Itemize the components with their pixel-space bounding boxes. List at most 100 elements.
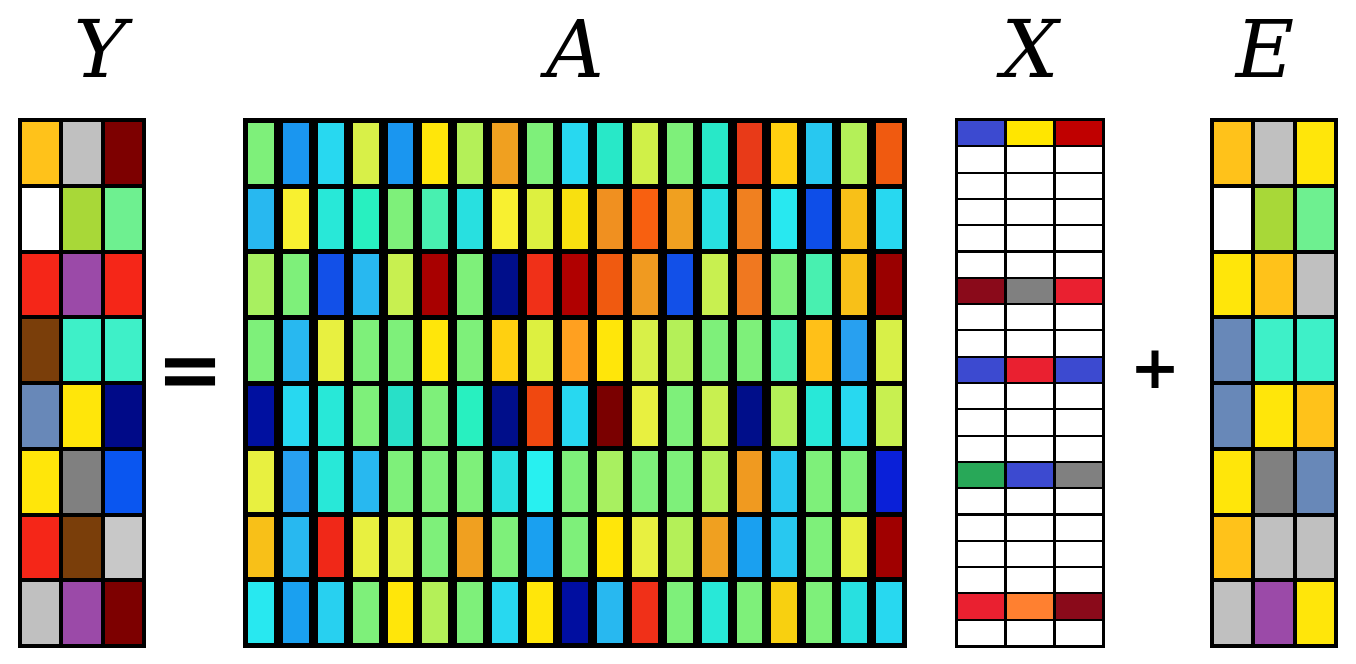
A-cell-r7-c5 — [387, 516, 414, 578]
Y-cell-r1-c2 — [63, 122, 101, 184]
A-cell-r2-c3 — [317, 188, 344, 250]
X-cell-r5-c1 — [958, 226, 1004, 251]
A-cell-r2-c17 — [806, 188, 833, 250]
A-cell-r2-c13 — [666, 188, 693, 250]
A-cell-r5-c5 — [387, 385, 414, 447]
A-cell-r4-c14 — [701, 319, 728, 381]
A-cell-r1-c18 — [841, 123, 868, 184]
X-cell-r8-c2 — [1007, 305, 1053, 330]
A-cell-r5-c14 — [701, 385, 728, 447]
A-cell-r7-c9 — [527, 516, 554, 578]
A-cell-r5-c4 — [352, 385, 379, 447]
X-cell-r6-c2 — [1007, 252, 1053, 277]
A-cell-r2-c11 — [596, 188, 623, 250]
X-cell-r20-c1 — [958, 620, 1004, 645]
A-cell-r7-c3 — [317, 516, 344, 578]
Y-cell-r7-c1 — [22, 516, 60, 579]
A-cell-r5-c19 — [876, 385, 902, 447]
A-cell-r2-c12 — [631, 188, 658, 250]
A-cell-r6-c14 — [701, 451, 728, 512]
A-cell-r7-c6 — [422, 516, 449, 578]
A-cell-r1-c15 — [736, 123, 763, 184]
A-cell-r8-c10 — [562, 582, 588, 643]
X-cell-r18-c2 — [1007, 568, 1053, 593]
X-cell-r1-c1 — [958, 121, 1004, 146]
label-Y: Y — [73, 3, 127, 96]
A-cell-r8-c4 — [352, 582, 379, 643]
A-cell-r6-c17 — [806, 451, 833, 512]
A-cell-r3-c4 — [352, 254, 379, 315]
E-cell-r1-c3 — [1296, 122, 1334, 184]
Y-cell-r3-c3 — [104, 253, 142, 316]
A-cell-r2-c8 — [492, 188, 519, 250]
A-cell-r1-c7 — [457, 123, 484, 184]
A-cell-r1-c10 — [562, 123, 588, 184]
A-cell-r4-c1 — [248, 319, 274, 381]
E-cell-r4-c1 — [1214, 319, 1252, 381]
A-cell-r5-c6 — [422, 385, 449, 447]
X-cell-r15-c1 — [958, 489, 1004, 514]
X-cell-r10-c2 — [1007, 357, 1053, 382]
X-cell-r9-c3 — [1056, 331, 1102, 356]
X-cell-r9-c2 — [1007, 331, 1053, 356]
Y-cell-r6-c1 — [22, 450, 60, 513]
E-cell-r2-c3 — [1296, 187, 1334, 250]
A-cell-r5-c7 — [457, 385, 484, 447]
A-cell-r6-c6 — [422, 451, 449, 512]
A-cell-r4-c2 — [282, 319, 309, 381]
X-cell-r2-c1 — [958, 147, 1004, 172]
Y-cell-r8-c3 — [104, 582, 142, 644]
A-cell-r4-c9 — [527, 319, 554, 381]
E-cell-r1-c2 — [1255, 122, 1293, 184]
X-cell-r3-c3 — [1056, 173, 1102, 198]
A-cell-r7-c17 — [806, 516, 833, 578]
A-cell-r4-c15 — [736, 319, 763, 381]
A-cell-r5-c11 — [596, 385, 623, 447]
A-cell-r3-c5 — [387, 254, 414, 315]
A-cell-r5-c13 — [666, 385, 693, 447]
X-cell-r4-c1 — [958, 199, 1004, 225]
X-cell-r19-c3 — [1056, 594, 1102, 619]
A-cell-r8-c18 — [841, 582, 868, 643]
A-cell-r6-c13 — [666, 451, 693, 512]
E-cell-r3-c3 — [1296, 253, 1334, 316]
A-cell-r2-c5 — [387, 188, 414, 250]
A-cell-r1-c9 — [527, 123, 554, 184]
X-cell-r11-c3 — [1056, 384, 1102, 409]
X-cell-r20-c2 — [1007, 620, 1053, 645]
X-cell-r11-c2 — [1007, 384, 1053, 409]
A-cell-r8-c19 — [876, 582, 902, 643]
label-A: A — [546, 3, 604, 96]
A-cell-r2-c18 — [841, 188, 868, 250]
A-cell-r2-c9 — [527, 188, 554, 250]
A-cell-r8-c16 — [771, 582, 798, 643]
Y-cell-r4-c3 — [104, 319, 142, 381]
E-cell-r8-c2 — [1255, 582, 1293, 644]
plus-sign: + — [1129, 333, 1181, 403]
X-cell-r14-c3 — [1056, 462, 1102, 488]
X-cell-r4-c3 — [1056, 199, 1102, 225]
X-cell-r9-c1 — [958, 331, 1004, 356]
X-cell-r1-c2 — [1007, 121, 1053, 146]
X-cell-r6-c3 — [1056, 252, 1102, 277]
X-cell-r17-c2 — [1007, 541, 1053, 567]
E-cell-r6-c2 — [1255, 450, 1293, 513]
A-cell-r7-c16 — [771, 516, 798, 578]
Y-cell-r7-c2 — [63, 516, 101, 579]
X-cell-r10-c3 — [1056, 357, 1102, 382]
X-cell-r18-c3 — [1056, 568, 1102, 593]
E-cell-r4-c3 — [1296, 319, 1334, 381]
X-cell-r8-c3 — [1056, 305, 1102, 330]
A-cell-r8-c2 — [282, 582, 309, 643]
E-cell-r3-c1 — [1214, 253, 1252, 316]
Y-cell-r5-c2 — [63, 385, 101, 447]
X-cell-r13-c2 — [1007, 436, 1053, 461]
A-cell-r1-c5 — [387, 123, 414, 184]
A-cell-r8-c6 — [422, 582, 449, 643]
E-cell-r6-c1 — [1214, 450, 1252, 513]
X-cell-r8-c1 — [958, 305, 1004, 330]
A-cell-r3-c6 — [422, 254, 449, 315]
Y-cell-r7-c3 — [104, 516, 142, 579]
A-cell-r4-c6 — [422, 319, 449, 381]
Y-cell-r1-c3 — [104, 122, 142, 184]
